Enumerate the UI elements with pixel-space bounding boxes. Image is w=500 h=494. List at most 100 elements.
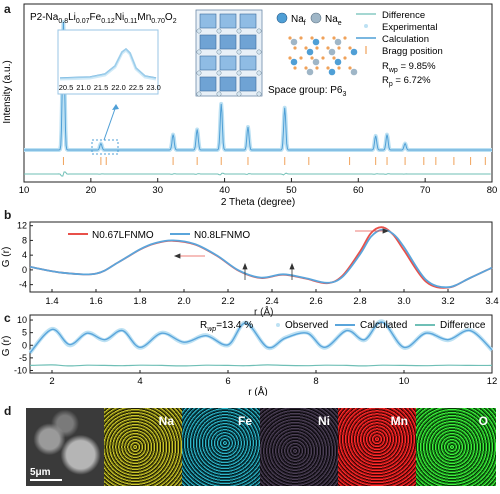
pdf-fit-x-tick-label: 6	[225, 376, 230, 387]
pdf-fit-y-tick-label: -5	[19, 353, 27, 363]
xrd-plot-frame	[23, 3, 493, 183]
pdf-fit-x-tick-label: 12	[487, 376, 498, 387]
svg-text:Bragg position: Bragg position	[382, 46, 443, 57]
inset-tick-label: 22.5	[129, 83, 144, 92]
eds-map-strip: 5μm Na Fe Ni Mn O	[26, 408, 496, 486]
scale-bar	[30, 479, 62, 481]
xrd-x-axis-label: 2 Theta (degree)	[221, 197, 295, 208]
pdf-y-tick-label: 8	[22, 235, 27, 245]
pdf-x-tick-label: 3.0	[397, 296, 410, 307]
crystal-structure-image	[195, 9, 263, 97]
inset-tick-label: 20.5	[59, 83, 74, 92]
pdf-x-tick-label: 1.8	[133, 296, 146, 307]
legend-swatch-observed	[276, 323, 280, 327]
o-map: O	[416, 408, 496, 486]
fe-map: Fe	[182, 408, 260, 486]
svg-text:Calculation: Calculation	[382, 34, 429, 45]
pdf-fit-x-tick-label: 10	[399, 376, 410, 387]
pdf-line-1	[29, 228, 493, 289]
naf-atom-icon	[276, 12, 288, 24]
xrd-calculation-line	[24, 21, 492, 151]
inset-tick-label: 21.5	[94, 83, 109, 92]
nae-atom-icon	[310, 12, 322, 24]
pdf-x-tick-label: 2.8	[353, 296, 366, 307]
pdf-x-tick-label: 3.4	[485, 296, 498, 307]
pdf-fit-x-ticks: 2 4 6 8 10 12	[49, 370, 497, 387]
pdf-y-axis-label: G (r)	[1, 247, 12, 268]
na-map: Na	[104, 408, 182, 486]
inset-tick-label: 23.0	[146, 83, 161, 92]
xrd-x-tick-label: 60	[353, 185, 364, 196]
pdf-fit-y-axis-label: G (r)	[1, 336, 12, 357]
panel-d-letter: d	[4, 404, 12, 418]
panel-a-letter: a	[4, 2, 11, 16]
pdf-series-lines	[29, 226, 493, 289]
zoom-arrow-head	[112, 104, 119, 110]
panel-c-letter: c	[4, 311, 11, 325]
xrd-x-tick-label: 30	[152, 185, 163, 196]
space-group-label: Space group: P63	[268, 85, 347, 98]
pdf-y-ticks: 12 8 4 0 -4	[17, 221, 33, 290]
scale-bar-label: 5μm	[30, 467, 51, 478]
pdf-y-tick-label: 4	[22, 250, 27, 260]
pdf-y-tick-label: -4	[19, 280, 27, 290]
inset-tick-labels: 20.5 21.0 21.5 22.0 22.5 23.0	[59, 83, 161, 92]
xrd-x-tick-label: 20	[86, 185, 97, 196]
inset-tick-label: 22.0	[111, 83, 126, 92]
xrd-difference-line	[24, 171, 491, 177]
pdf-x-tick-label: 2.6	[309, 296, 322, 307]
legend-label-n067: N0.67LFNMO	[92, 230, 154, 241]
xrd-bragg-series	[62, 157, 486, 165]
pdf-plot-frame	[29, 221, 493, 293]
zoom-region-box	[91, 139, 119, 155]
pdf-fit-x-tick-label: 2	[49, 376, 54, 387]
hexagonal-layer-image	[288, 36, 358, 76]
pdf-y-tick-label: 0	[22, 265, 27, 275]
inset-frame	[57, 29, 159, 95]
pdf-fit-calculated-line	[29, 321, 493, 354]
pdf-x-tick-label: 1.4	[45, 296, 58, 307]
xrd-x-tick-label: 80	[487, 185, 498, 196]
pdf-fit-y-ticks: 10 5 0 -5 -10	[14, 315, 33, 375]
xrd-y-axis-label: Intensity (a.u.)	[2, 60, 13, 123]
ni-map: Ni	[260, 408, 338, 486]
pdf-fit-y-tick-label: 10	[17, 315, 27, 325]
formula-title: P2-Na0.8Li0.07Fe0.12Ni0.11Mn0.70O2	[30, 12, 177, 25]
pdf-fit-x-axis-label: r (Å)	[248, 385, 267, 396]
legend-label-difference: Difference	[440, 320, 486, 331]
naf-label: Naf	[291, 14, 306, 27]
xrd-difference-series	[24, 171, 491, 177]
pdf-fit-chart: 10 5 0 -5 -10 2 4 6 8 10 12 G (r) Rwp=13.4 % Obse…	[1, 314, 497, 396]
pdf-x-tick-label: 3.2	[441, 296, 454, 307]
svg-text:Difference: Difference	[382, 10, 425, 21]
shift-arrows	[173, 228, 390, 280]
pdf-fit-rwp: Rwp=13.4 %	[200, 320, 253, 333]
inset-tick-label: 21.0	[76, 83, 91, 92]
xrd-calculation-series	[24, 21, 492, 151]
svg-text:Rwp = 9.85%: Rwp = 9.85%	[382, 61, 436, 74]
xrd-legend: Difference Experimental Calculation Brag…	[356, 10, 443, 88]
nae-label: Nae	[325, 14, 342, 27]
xrd-x-tick-label: 40	[219, 185, 230, 196]
pdf-fit-y-tick-label: 5	[22, 328, 27, 338]
pdf-fit-plot-frame	[29, 314, 493, 374]
pdf-fit-series	[28, 319, 494, 367]
xrd-x-ticks: 10 20 30 40 50 60 70 80	[19, 178, 498, 196]
legend-label-observed: Observed	[285, 320, 328, 331]
xrd-x-tick-label: 50	[286, 185, 297, 196]
svg-text:Experimental: Experimental	[382, 22, 437, 33]
svg-text:Rp = 6.72%: Rp = 6.72%	[382, 75, 431, 88]
pdf-y-tick-label: 12	[17, 221, 27, 231]
pdf-fit-difference-line	[29, 364, 493, 367]
mn-map: Mn	[338, 408, 416, 486]
pdf-x-tick-label: 2.0	[177, 296, 190, 307]
pdf-fit-x-tick-label: 8	[313, 376, 318, 387]
pdf-x-tick-label: 1.6	[89, 296, 102, 307]
zoom-arrow-line	[103, 105, 117, 141]
pdf-fit-y-tick-label: 0	[22, 340, 27, 350]
pdf-x-ticks: 1.4 1.6 1.8 2.0 2.2 2.4 2.6 2.8 3.0 3.2 3.4	[45, 289, 499, 307]
sem-image: 5μm	[26, 408, 104, 486]
pdf-comparison-chart: 12 8 4 0 -4 1.4 1.6 1.8 2.0 2.2 2.4 2.6 2.8 3.0 3.2 3.…	[1, 221, 499, 307]
xrd-refinement-chart: 10 20 30 40 50 60 70 80 Intensity (a.u.) 2 Thet…	[2, 3, 498, 208]
pdf-x-axis-label: r (Å)	[254, 307, 274, 318]
